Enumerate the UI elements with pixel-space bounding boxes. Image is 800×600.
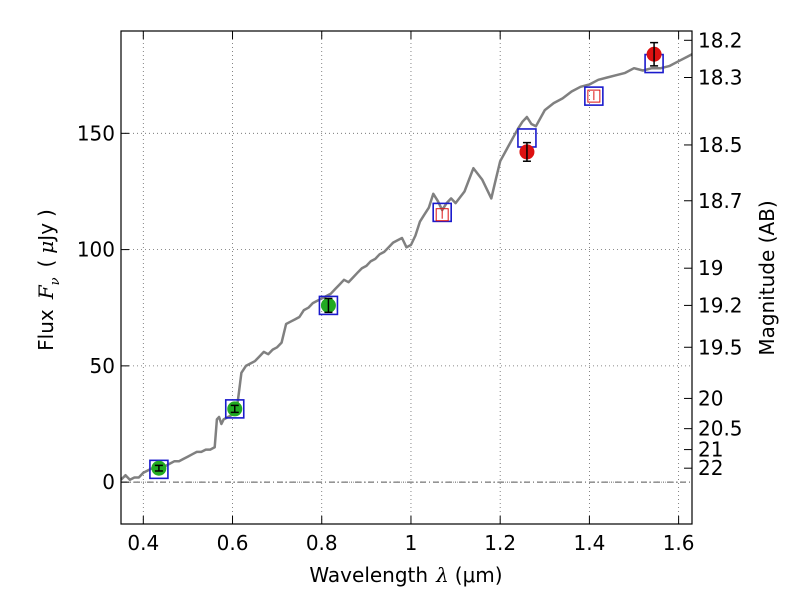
x-tick-label: 1.2 — [484, 531, 516, 555]
y-tick-label: 100 — [77, 238, 115, 262]
upper-limit-square — [587, 89, 601, 103]
right-tick-label: 19.2 — [698, 293, 743, 317]
x-tick-label: 1.4 — [573, 531, 605, 555]
plot-frame — [120, 30, 693, 525]
right-tick-label: 18.7 — [698, 189, 743, 213]
upper-limit-square — [435, 208, 449, 222]
x-tick-label: 0.8 — [306, 531, 338, 555]
x-tick-label: 1.6 — [663, 531, 695, 555]
observation-r — [224, 399, 245, 419]
model-flux-square — [584, 86, 604, 106]
model-flux-square — [224, 399, 245, 419]
observation-J — [517, 128, 537, 162]
right-axis-label: Magnitude (AB) — [755, 200, 779, 355]
x-tick-label: 0.4 — [127, 531, 159, 555]
model-spectrum-line — [120, 53, 693, 482]
y-tick-label: 0 — [102, 470, 115, 494]
x-tick-label: 0.6 — [217, 531, 249, 555]
y-tick-label: 150 — [77, 121, 115, 145]
right-tick-label: 18.3 — [698, 66, 743, 90]
x-axis-ticks: 0.4 0.6 0.8 1 1.2 1.4 1.6 — [127, 31, 695, 555]
y-axis-ticks: 0 50 100 150 — [77, 121, 129, 494]
observation-K — [644, 41, 664, 74]
model-flux-square — [432, 202, 452, 223]
right-tick-label: 22 — [698, 456, 723, 480]
observation-i — [318, 295, 339, 316]
observation-g — [149, 459, 169, 480]
right-tick-label: 20.5 — [698, 417, 743, 441]
right-tick-label: 21 — [698, 438, 723, 462]
y-axis-label: FluxFν(μJy) — [34, 209, 63, 351]
x-tick-label: 1 — [405, 531, 418, 555]
right-tick-label: 19 — [698, 256, 723, 280]
model-flux-square — [149, 459, 169, 480]
model-flux-square — [318, 295, 339, 316]
observations — [149, 41, 664, 480]
right-tick-label: 18.2 — [698, 28, 743, 52]
y-tick-label: 50 — [90, 354, 115, 378]
observation-Y — [432, 202, 452, 223]
right-tick-label: 19.5 — [698, 335, 743, 359]
right-tick-label: 20 — [698, 386, 723, 410]
observation-H — [584, 86, 604, 106]
x-axis-label: Wavelength λ (μm) — [309, 563, 502, 587]
right-tick-label: 18.5 — [698, 133, 743, 157]
